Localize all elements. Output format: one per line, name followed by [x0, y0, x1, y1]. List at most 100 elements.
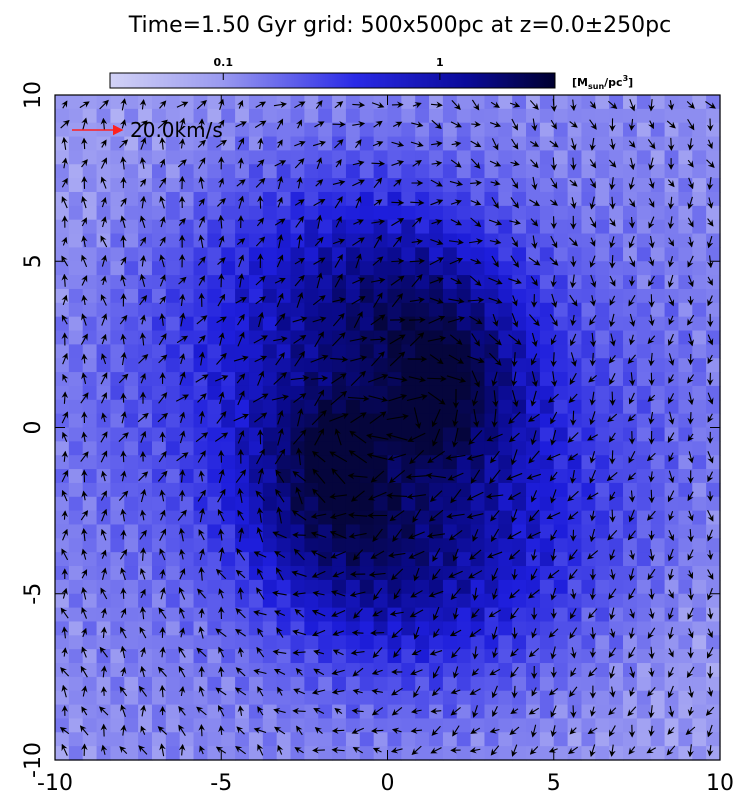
density-cell: [512, 579, 527, 595]
density-cell: [138, 593, 153, 609]
density-cell: [692, 427, 707, 442]
density-cell: [124, 524, 139, 539]
density-cell: [207, 732, 222, 747]
density-cell: [235, 441, 250, 456]
density-cell: [456, 399, 472, 415]
density-cell: [526, 579, 541, 595]
density-cell: [456, 482, 472, 498]
density-cell: [553, 108, 569, 124]
density-cell: [595, 704, 610, 720]
density-cell: [650, 136, 666, 152]
density-cell: [345, 649, 361, 664]
density-cell: [512, 663, 527, 678]
density-cell: [68, 552, 84, 567]
density-cell: [609, 607, 624, 623]
density-cell: [609, 510, 624, 526]
density-cell: [304, 385, 319, 401]
density-cell: [276, 108, 292, 124]
density-cell: [692, 704, 707, 720]
density-cell: [636, 136, 652, 152]
density-cell: [429, 95, 444, 110]
density-cell: [96, 593, 112, 609]
velocity-arrow: [120, 704, 127, 717]
density-cell: [262, 732, 278, 747]
density-cell: [235, 524, 250, 539]
density-cell: [664, 469, 680, 484]
velocity-arrow: [61, 273, 69, 287]
density-cell: [429, 496, 444, 512]
density-cell: [82, 441, 98, 456]
density-cell: [55, 579, 70, 595]
density-cell: [553, 122, 569, 138]
density-cell: [359, 358, 375, 373]
density-cell: [664, 178, 680, 193]
density-cell: [318, 510, 333, 526]
density-cell: [581, 150, 596, 165]
density-cell: [664, 579, 680, 595]
density-cell: [207, 344, 222, 359]
density-cell: [151, 746, 167, 761]
density-cell: [470, 205, 486, 221]
density-cell: [387, 302, 402, 318]
density-cell: [68, 247, 84, 262]
density-cell: [609, 732, 624, 747]
density-cell: [539, 275, 555, 290]
density-cell: [221, 191, 236, 207]
density-cell: [165, 441, 181, 456]
y-tick-label: 0: [21, 421, 46, 435]
density-cell: [636, 690, 652, 706]
density-cell: [429, 247, 444, 262]
density-cell: [345, 261, 361, 276]
velocity-arrow: [100, 626, 108, 639]
density-cell: [595, 288, 610, 304]
density-cell: [373, 649, 389, 664]
density-cell: [68, 136, 84, 152]
density-cell: [373, 164, 389, 179]
density-cell: [692, 385, 707, 401]
density-cell: [248, 399, 264, 415]
density-cell: [248, 247, 264, 262]
density-cell: [221, 579, 236, 595]
density-cell: [318, 690, 333, 706]
density-cell: [692, 676, 707, 692]
density-cell: [706, 676, 721, 692]
density-cell: [539, 482, 555, 498]
density-cell: [124, 441, 139, 456]
density-cell: [235, 358, 250, 373]
density-cell: [96, 441, 112, 456]
density-cell: [235, 704, 250, 720]
density-cell: [262, 205, 278, 221]
density-cell: [553, 746, 569, 761]
density-cell: [96, 413, 112, 429]
density-cell: [512, 150, 527, 165]
density-cell: [512, 247, 527, 262]
density-cell: [110, 247, 125, 262]
density-cell: [124, 385, 139, 401]
density-cell: [235, 552, 250, 567]
density-cell: [636, 621, 652, 636]
density-cell: [373, 108, 389, 124]
density-cell: [650, 108, 666, 124]
density-cell: [664, 261, 680, 276]
density-cell: [470, 649, 486, 664]
density-cell: [484, 136, 499, 152]
density-cell: [706, 205, 721, 221]
density-cell: [318, 635, 333, 650]
velocity-arrow: [140, 430, 147, 443]
density-cell: [193, 469, 208, 484]
density-cell: [165, 136, 181, 152]
density-cell: [539, 538, 555, 553]
density-cell: [262, 191, 278, 207]
density-cell: [151, 607, 167, 623]
density-cell: [650, 275, 666, 290]
density-cell: [636, 150, 652, 165]
density-cell: [692, 372, 707, 387]
density-cell: [318, 150, 333, 165]
density-cell: [442, 136, 458, 152]
density-cell: [68, 538, 84, 553]
density-cell: [456, 136, 472, 152]
density-cell: [553, 275, 569, 290]
density-cell: [650, 95, 666, 110]
velocity-arrow: [80, 451, 89, 462]
density-cell: [387, 621, 402, 636]
